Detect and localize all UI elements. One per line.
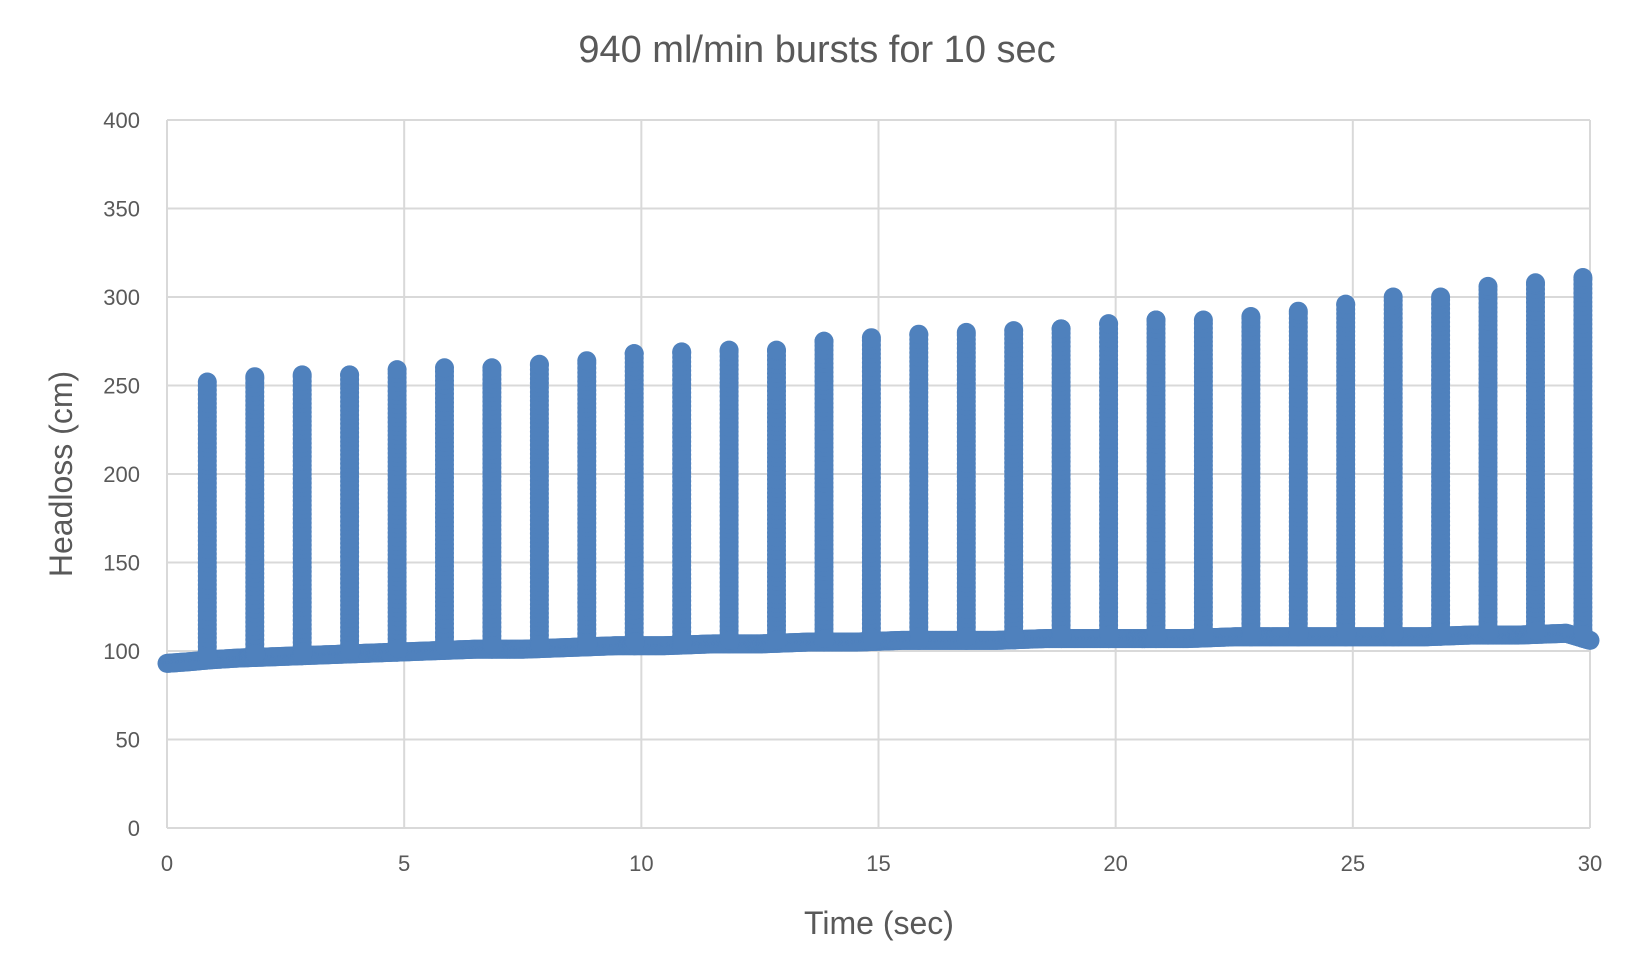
data-point bbox=[246, 644, 266, 664]
data-point bbox=[719, 340, 739, 360]
data-point bbox=[1051, 319, 1071, 339]
data-point bbox=[1147, 625, 1167, 645]
y-tick-label: 100 bbox=[103, 639, 140, 664]
data-point bbox=[768, 630, 787, 650]
data-point bbox=[672, 342, 692, 362]
y-tick-label: 150 bbox=[103, 551, 140, 576]
data-point bbox=[861, 328, 881, 348]
data-point bbox=[1384, 623, 1404, 643]
data-point bbox=[1383, 287, 1403, 307]
data-point bbox=[245, 367, 265, 387]
data-point bbox=[577, 351, 597, 371]
y-tick-label: 300 bbox=[103, 285, 140, 310]
data-point bbox=[1146, 310, 1166, 330]
data-point bbox=[435, 637, 455, 657]
data-point bbox=[625, 632, 645, 652]
data-point bbox=[1004, 321, 1024, 341]
x-axis-title: Time (sec) bbox=[804, 905, 954, 941]
data-point bbox=[1573, 268, 1593, 287]
data-point bbox=[1052, 625, 1072, 645]
data-point bbox=[198, 647, 218, 666]
x-tick-label: 30 bbox=[1578, 851, 1602, 876]
x-tick-label: 10 bbox=[629, 851, 653, 876]
x-tick-label: 20 bbox=[1103, 851, 1127, 876]
data-point bbox=[1242, 623, 1262, 643]
data-point bbox=[578, 633, 598, 653]
x-tick-label: 15 bbox=[866, 851, 890, 876]
data-point bbox=[292, 365, 312, 385]
y-tick-label: 250 bbox=[103, 374, 140, 399]
data-point bbox=[862, 628, 882, 648]
data-point bbox=[1241, 307, 1261, 326]
data-point bbox=[482, 358, 502, 378]
x-tick-label: 25 bbox=[1341, 851, 1365, 876]
data-point bbox=[483, 636, 503, 656]
x-tick-label: 0 bbox=[161, 851, 173, 876]
data-point bbox=[197, 372, 217, 392]
data-point bbox=[1526, 621, 1546, 641]
data-point bbox=[529, 354, 549, 374]
data-point bbox=[1099, 314, 1119, 334]
data-point bbox=[340, 365, 360, 385]
data-point bbox=[767, 340, 786, 360]
data-point bbox=[1479, 622, 1499, 641]
data-point bbox=[673, 632, 693, 651]
data-point bbox=[1194, 625, 1214, 644]
y-tick-label: 400 bbox=[103, 108, 140, 133]
data-point bbox=[1574, 625, 1594, 645]
data-point bbox=[293, 642, 313, 662]
tick-labels: 0 50 100 150 200 250 300 350 400 0 5 10 15 20 25 30 bbox=[103, 108, 1602, 876]
data-point bbox=[1289, 623, 1309, 643]
data-point bbox=[388, 639, 408, 659]
data-point bbox=[1432, 623, 1451, 643]
y-tick-label: 0 bbox=[128, 816, 140, 841]
data-point bbox=[435, 358, 454, 378]
data-point bbox=[1005, 626, 1025, 646]
y-tick-label: 200 bbox=[103, 462, 140, 487]
y-tick-label: 350 bbox=[103, 197, 140, 222]
chart-title: 940 ml/min bursts for 10 sec bbox=[578, 29, 1055, 71]
data-points bbox=[157, 268, 1600, 673]
data-point bbox=[814, 331, 834, 351]
data-point bbox=[1336, 294, 1356, 314]
data-point bbox=[815, 629, 835, 649]
data-point bbox=[530, 635, 550, 655]
data-point bbox=[1100, 625, 1119, 645]
data-point bbox=[956, 322, 976, 342]
data-point bbox=[1337, 623, 1357, 643]
y-axis-title: Headloss (cm) bbox=[43, 371, 79, 577]
data-point bbox=[1193, 310, 1213, 330]
data-point bbox=[957, 627, 977, 647]
data-point bbox=[910, 627, 930, 647]
data-point bbox=[387, 360, 407, 380]
data-point bbox=[1288, 301, 1308, 321]
data-point bbox=[720, 630, 740, 650]
data-point bbox=[1431, 287, 1451, 307]
y-tick-label: 50 bbox=[116, 728, 140, 753]
data-point bbox=[1526, 273, 1545, 293]
data-point bbox=[624, 344, 644, 364]
data-point bbox=[341, 640, 361, 660]
data-point bbox=[909, 324, 929, 344]
x-tick-label: 5 bbox=[398, 851, 410, 876]
data-point bbox=[1478, 276, 1498, 296]
